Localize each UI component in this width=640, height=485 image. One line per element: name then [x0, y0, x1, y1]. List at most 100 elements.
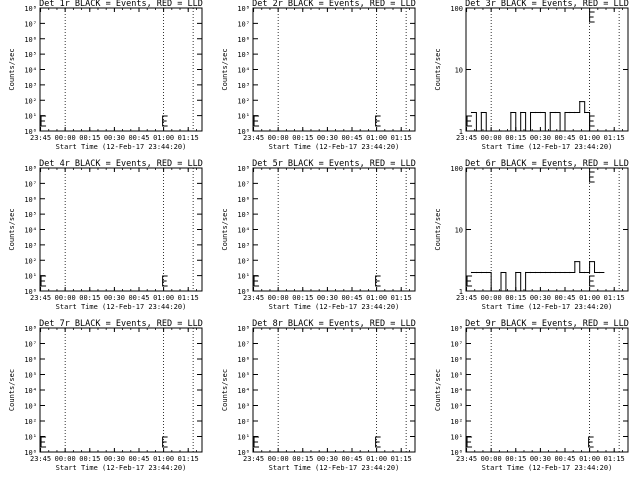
x-tick-label: 01:15	[604, 134, 625, 142]
x-tick-label: 01:00	[153, 134, 174, 142]
panel-2: Det 2r BLACK = Events, RED = LLD 23:45 00:…	[221, 0, 416, 151]
y-tick-label: 10⁸	[237, 165, 250, 173]
plot-frame	[252, 167, 416, 292]
y-tick-label: 10³	[237, 242, 250, 250]
data-point	[574, 261, 576, 263]
data-point	[495, 290, 497, 292]
data-point	[470, 271, 473, 274]
x-tick-label: 00:45	[554, 134, 575, 142]
data-point	[485, 271, 487, 274]
data-point	[515, 271, 517, 274]
panel-4: Det 4r BLACK = Events, RED = LLD 23:45 00:…	[8, 159, 203, 311]
x-tick-label: 23:45	[243, 294, 264, 302]
x-tick-label: 01:00	[366, 294, 387, 302]
x-tick-label: 00:00	[55, 294, 76, 302]
y-tick-label: 10³	[24, 403, 37, 411]
plot-frame	[252, 7, 416, 132]
y-axis-label: Counts/sec	[434, 48, 442, 90]
x-tick-label: 23:45	[30, 294, 51, 302]
y-tick-label: 10⁰	[237, 128, 250, 136]
data-point	[490, 290, 492, 292]
x-tick-label: 01:15	[391, 455, 412, 463]
y-tick-label: 10⁷	[237, 20, 250, 28]
data-point	[569, 271, 571, 274]
y-axis-label: Counts/sec	[221, 48, 229, 90]
y-tick-label: 10⁸	[24, 325, 37, 333]
data-point	[584, 111, 586, 114]
y-tick-label: 10	[455, 227, 463, 235]
y-axis-label: Counts/sec	[8, 48, 16, 90]
data-point	[510, 290, 512, 292]
data-point	[505, 130, 507, 132]
data-point	[520, 290, 522, 292]
y-tick-label: 10¹	[450, 434, 463, 442]
x-tick-label: 00:15	[292, 455, 313, 463]
y-tick-label: 10²	[24, 97, 37, 105]
data-point	[593, 271, 596, 274]
y-tick-label: 10⁵	[24, 372, 37, 380]
plot-frame	[465, 7, 629, 132]
error-bar-marker	[375, 275, 381, 287]
x-tick-label: 00:45	[341, 294, 362, 302]
x-tick-label: 00:30	[104, 134, 125, 142]
y-tick-label: 10¹	[24, 113, 37, 121]
x-tick-label: 00:30	[530, 294, 551, 302]
error-bar-marker	[40, 275, 47, 287]
data-point	[510, 111, 512, 114]
data-point	[495, 130, 497, 132]
x-tick-label: 00:45	[128, 294, 149, 302]
y-tick-label: 10⁴	[237, 387, 250, 395]
x-tick-label: 23:45	[243, 134, 264, 142]
x-tick-label: 01:00	[579, 134, 600, 142]
x-tick-label: 00:30	[104, 294, 125, 302]
x-tick-label: 00:15	[292, 294, 313, 302]
y-tick-label: 10⁷	[450, 341, 463, 349]
y-axis-label: Counts/sec	[221, 369, 229, 411]
error-bar-marker	[589, 11, 595, 23]
panel-title: Det 2r BLACK = Events, RED = LLD	[252, 0, 416, 9]
y-tick-label: 1	[459, 288, 463, 296]
y-tick-label: 10⁴	[24, 67, 37, 75]
y-tick-label: 10⁵	[237, 211, 250, 219]
data-point	[554, 111, 556, 114]
x-axis-label: Start Time (12-Feb-17 23:44:20)	[56, 143, 187, 151]
error-bar-marker	[162, 436, 168, 448]
y-tick-label: 10²	[24, 418, 37, 426]
data-point	[579, 271, 581, 274]
plot-frame	[465, 327, 629, 453]
y-tick-label: 10⁷	[24, 180, 37, 188]
y-tick-label: 10²	[237, 97, 250, 105]
x-tick-label: 00:00	[268, 134, 289, 142]
data-point	[589, 130, 591, 132]
x-tick-label: 23:45	[30, 455, 51, 463]
data-point	[539, 271, 541, 274]
x-tick-label: 23:45	[456, 134, 477, 142]
error-bar-marker	[589, 115, 595, 127]
y-tick-label: 1	[459, 128, 463, 136]
y-tick-label: 10¹	[237, 273, 250, 281]
data-point	[549, 271, 551, 274]
panel-title: Det 9r BLACK = Events, RED = LLD	[465, 319, 629, 329]
error-bar-marker	[40, 436, 47, 448]
plot-frame	[39, 7, 203, 132]
error-bar-marker	[466, 115, 473, 127]
panel-title: Det 5r BLACK = Events, RED = LLD	[252, 159, 416, 169]
data-point	[525, 271, 527, 274]
data-point	[584, 271, 586, 274]
panel-title: Det 1r BLACK = Events, RED = LLD	[39, 0, 203, 9]
y-tick-label: 10⁸	[237, 5, 250, 13]
y-tick-label: 10⁶	[24, 196, 37, 204]
data-point	[559, 271, 561, 274]
y-tick-label: 10²	[237, 257, 250, 265]
y-tick-label: 10⁵	[24, 211, 37, 219]
x-tick-label: 00:15	[79, 455, 100, 463]
y-tick-label: 10³	[24, 242, 37, 250]
error-bar-marker	[162, 275, 168, 287]
x-axis-label: Start Time (12-Feb-17 23:44:20)	[56, 464, 187, 472]
x-tick-label: 23:45	[243, 455, 264, 463]
error-bar-marker	[253, 115, 260, 127]
x-tick-label: 01:15	[604, 294, 625, 302]
panel-title: Det 4r BLACK = Events, RED = LLD	[39, 159, 203, 169]
panel-title: Det 8r BLACK = Events, RED = LLD	[252, 319, 416, 329]
x-tick-label: 01:15	[391, 134, 412, 142]
